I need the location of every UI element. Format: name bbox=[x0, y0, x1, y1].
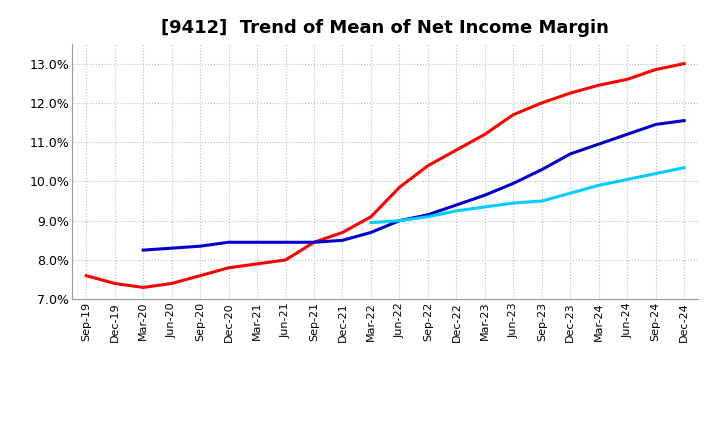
3 Years bbox=[509, 112, 518, 117]
3 Years bbox=[452, 147, 461, 153]
3 Years bbox=[623, 77, 631, 82]
7 Years bbox=[423, 214, 432, 220]
Line: 5 Years: 5 Years bbox=[143, 121, 684, 250]
5 Years bbox=[282, 240, 290, 245]
5 Years bbox=[680, 118, 688, 123]
7 Years bbox=[623, 177, 631, 182]
Line: 3 Years: 3 Years bbox=[86, 64, 684, 287]
7 Years bbox=[395, 218, 404, 224]
3 Years bbox=[480, 132, 489, 137]
5 Years bbox=[423, 212, 432, 217]
5 Years bbox=[167, 246, 176, 251]
3 Years bbox=[310, 240, 318, 245]
5 Years bbox=[452, 202, 461, 208]
3 Years bbox=[680, 61, 688, 66]
3 Years bbox=[395, 185, 404, 190]
3 Years bbox=[196, 273, 204, 278]
3 Years bbox=[652, 67, 660, 72]
5 Years bbox=[366, 230, 375, 235]
7 Years bbox=[509, 200, 518, 205]
5 Years bbox=[310, 240, 318, 245]
Title: [9412]  Trend of Mean of Net Income Margin: [9412] Trend of Mean of Net Income Margi… bbox=[161, 19, 609, 37]
3 Years bbox=[566, 91, 575, 96]
7 Years bbox=[366, 220, 375, 225]
7 Years bbox=[595, 183, 603, 188]
3 Years bbox=[139, 285, 148, 290]
3 Years bbox=[366, 214, 375, 220]
7 Years bbox=[566, 191, 575, 196]
3 Years bbox=[338, 230, 347, 235]
3 Years bbox=[82, 273, 91, 278]
5 Years bbox=[537, 167, 546, 172]
Line: 7 Years: 7 Years bbox=[371, 168, 684, 223]
5 Years bbox=[595, 142, 603, 147]
5 Years bbox=[225, 240, 233, 245]
7 Years bbox=[480, 204, 489, 209]
3 Years bbox=[537, 100, 546, 106]
3 Years bbox=[253, 261, 261, 267]
5 Years bbox=[139, 247, 148, 253]
3 Years bbox=[595, 83, 603, 88]
7 Years bbox=[452, 208, 461, 213]
3 Years bbox=[282, 257, 290, 263]
5 Years bbox=[196, 244, 204, 249]
3 Years bbox=[167, 281, 176, 286]
5 Years bbox=[253, 240, 261, 245]
3 Years bbox=[110, 281, 119, 286]
7 Years bbox=[680, 165, 688, 170]
7 Years bbox=[537, 198, 546, 204]
5 Years bbox=[395, 218, 404, 224]
5 Years bbox=[623, 132, 631, 137]
5 Years bbox=[480, 193, 489, 198]
7 Years bbox=[652, 171, 660, 176]
5 Years bbox=[338, 238, 347, 243]
3 Years bbox=[423, 163, 432, 169]
5 Years bbox=[652, 122, 660, 127]
Legend: 3 Years, 5 Years, 7 Years, 10 Years: 3 Years, 5 Years, 7 Years, 10 Years bbox=[183, 438, 588, 440]
3 Years bbox=[225, 265, 233, 271]
5 Years bbox=[566, 151, 575, 157]
5 Years bbox=[509, 181, 518, 186]
